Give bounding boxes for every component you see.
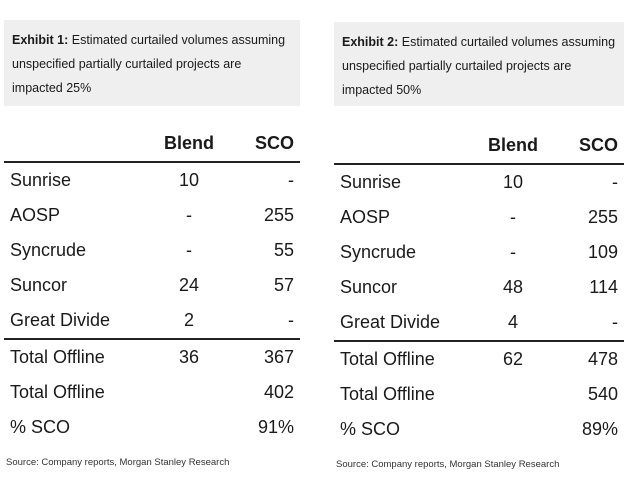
sco-value: - xyxy=(288,310,294,330)
sco-value: 91% xyxy=(257,417,294,437)
table-row: Great Divide 2 - xyxy=(4,303,300,339)
row-label: % SCO xyxy=(10,417,71,437)
blend-value xyxy=(154,375,224,410)
blend-value: 10 xyxy=(178,170,200,190)
exhibit-1-table: Blend SCO Sunrise 10 - AOSP - 255 Syncru… xyxy=(4,126,300,445)
column-header-blend: Blend xyxy=(487,135,538,155)
table-row: AOSP - 255 xyxy=(334,200,624,235)
row-label: Total Offline xyxy=(340,349,435,369)
row-label: AOSP xyxy=(10,205,61,225)
table-header-row: Blend SCO xyxy=(334,128,624,164)
table-row: Great Divide 4 - xyxy=(334,305,624,341)
exhibit-2-source: Source: Company reports, Morgan Stanley … xyxy=(336,459,560,470)
blend-value: 24 xyxy=(178,275,200,295)
blend-value: 4 xyxy=(507,312,518,332)
sco-value: 367 xyxy=(263,347,294,367)
exhibit-2-header: Exhibit 2: Estimated curtailed volumes a… xyxy=(334,22,624,106)
exhibit-2-table: Blend SCO Sunrise 10 - AOSP - 255 Syncru… xyxy=(334,128,624,447)
table-row: Syncrude - 55 xyxy=(4,233,300,268)
exhibit-1-panel: Exhibit 1: Estimated curtailed volumes a… xyxy=(4,0,300,468)
blend-value: - xyxy=(186,205,192,225)
sco-value: - xyxy=(288,170,294,190)
sco-value: 55 xyxy=(273,240,294,260)
row-label: Total Offline xyxy=(10,382,105,402)
table-header-row: Blend SCO xyxy=(4,126,300,162)
table-row-total: Total Offline 540 xyxy=(334,377,624,412)
row-label: AOSP xyxy=(340,207,391,227)
sco-value: 57 xyxy=(273,275,294,295)
blend-value: 36 xyxy=(178,347,200,367)
row-label: Sunrise xyxy=(340,172,402,192)
table-row: Sunrise 10 - xyxy=(334,164,624,200)
exhibit-1-title: Estimated curtailed volumes assuming uns… xyxy=(12,33,286,95)
exhibit-1-header: Exhibit 1: Estimated curtailed volumes a… xyxy=(4,20,300,106)
row-label: % SCO xyxy=(340,419,401,439)
sco-value: 540 xyxy=(587,384,618,404)
row-label: Total Offline xyxy=(10,347,105,367)
sco-value: 255 xyxy=(587,207,618,227)
exhibit-2-label: Exhibit 2: xyxy=(342,35,399,49)
blend-value xyxy=(478,377,548,412)
exhibit-1-label: Exhibit 1: xyxy=(12,33,69,47)
table-row-total: Total Offline 62 478 xyxy=(334,341,624,377)
sco-value: 114 xyxy=(589,277,618,297)
exhibit-2-panel: Exhibit 2: Estimated curtailed volumes a… xyxy=(334,0,624,470)
column-header-blend: Blend xyxy=(163,133,214,153)
blend-value: 2 xyxy=(183,310,194,330)
exhibit-2-title: Estimated curtailed volumes assuming uns… xyxy=(342,35,616,97)
column-header-sco: SCO xyxy=(254,133,294,153)
sco-value: 109 xyxy=(587,242,618,262)
exhibit-1-source: Source: Company reports, Morgan Stanley … xyxy=(6,457,230,468)
blend-value xyxy=(154,410,224,445)
row-label: Total Offline xyxy=(340,384,435,404)
blend-value: - xyxy=(510,242,516,262)
blend-value: - xyxy=(510,207,516,227)
row-label: Sunrise xyxy=(10,170,72,190)
row-label: Great Divide xyxy=(10,310,111,330)
blend-value: 10 xyxy=(502,172,524,192)
blend-value: 62 xyxy=(502,349,524,369)
column-header-sco: SCO xyxy=(578,135,618,155)
table-row: Suncor 48 114 xyxy=(334,270,624,305)
table-row: Suncor 24 57 xyxy=(4,268,300,303)
blend-value xyxy=(478,412,548,447)
row-label: Suncor xyxy=(340,277,398,297)
row-label: Suncor xyxy=(10,275,68,295)
sco-value: 478 xyxy=(587,349,618,369)
row-label: Syncrude xyxy=(10,240,87,260)
blend-value: 48 xyxy=(502,277,524,297)
table-row: Sunrise 10 - xyxy=(4,162,300,198)
sco-value: 89% xyxy=(581,419,618,439)
sco-value: - xyxy=(612,312,618,332)
table-row-total: Total Offline 36 367 xyxy=(4,339,300,375)
row-label: Great Divide xyxy=(340,312,441,332)
table-row-percent: % SCO 91% xyxy=(4,410,300,445)
table-row-total: Total Offline 402 xyxy=(4,375,300,410)
sco-value: - xyxy=(612,172,618,192)
sco-value: 255 xyxy=(263,205,294,225)
table-row-percent: % SCO 89% xyxy=(334,412,624,447)
sco-value: 402 xyxy=(263,382,294,402)
table-row: AOSP - 255 xyxy=(4,198,300,233)
table-row: Syncrude - 109 xyxy=(334,235,624,270)
blend-value: - xyxy=(186,240,192,260)
row-label: Syncrude xyxy=(340,242,417,262)
